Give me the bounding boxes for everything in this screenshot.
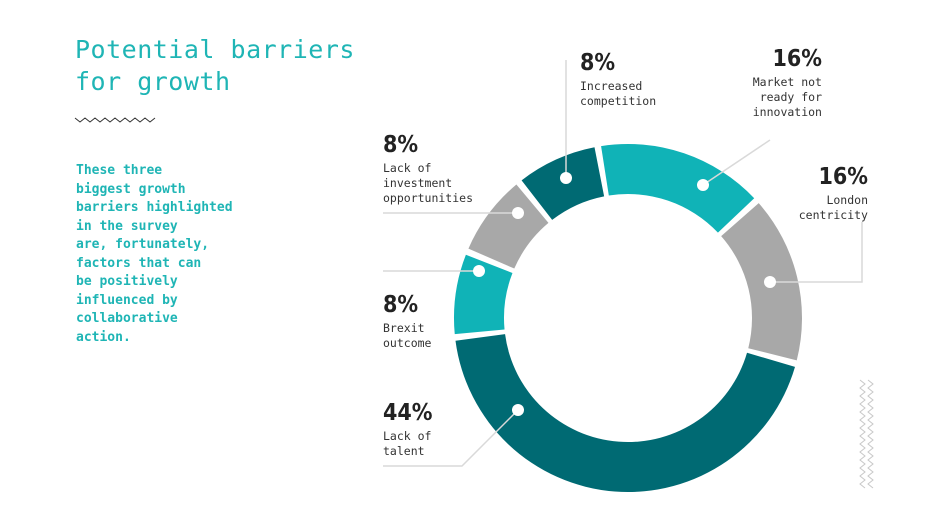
slice-category-label: Brexit — [383, 321, 425, 335]
leader-dot — [473, 265, 485, 277]
slice-category-label: ready for — [760, 90, 822, 104]
intro-line: factors that can — [76, 255, 202, 271]
slice-value-label: 44% — [383, 400, 433, 426]
slice-value-label: 16% — [772, 46, 822, 72]
intro-line: biggest growth — [76, 181, 186, 197]
slice-category-label: London — [826, 193, 868, 207]
slice-category-label: outcome — [383, 336, 432, 350]
title-line-1: Potential barriers — [75, 35, 355, 64]
slice-value-label: 8% — [383, 292, 418, 318]
slice-category-label: innovation — [753, 105, 822, 119]
slice-category-label: talent — [383, 444, 425, 458]
donut-slice — [521, 147, 605, 220]
zigzag-stroke — [859, 379, 866, 489]
intro-line: action. — [76, 329, 131, 345]
slice-category-label: Lack of — [383, 161, 431, 175]
page-title: Potential barriers for growth — [75, 34, 355, 98]
slice-category-label: Lack of — [383, 429, 431, 443]
donut-slice — [468, 184, 549, 269]
leader-line — [702, 139, 771, 186]
slice-category-label: Increased — [580, 79, 642, 93]
donut-slice — [721, 203, 802, 361]
leader-dot — [560, 172, 572, 184]
slice-category-label: investment — [383, 176, 452, 190]
donut-slice — [455, 334, 796, 493]
title-zigzag-divider — [74, 117, 156, 123]
leader-dot — [512, 404, 524, 416]
intro-line: influenced by — [76, 292, 178, 308]
slice-value-label: 16% — [818, 164, 868, 190]
slice-value-label: 8% — [580, 50, 615, 76]
leader-dot — [764, 276, 776, 288]
intro-line: collaborative — [76, 311, 178, 326]
title-line-2: for growth — [75, 67, 231, 96]
donut-slice — [601, 143, 755, 233]
intro-text: These three biggest growth barriers high… — [76, 162, 276, 347]
intro-line: be positively — [76, 274, 178, 289]
leader-line — [383, 409, 519, 467]
slice-category-label: competition — [580, 94, 656, 108]
zigzag-stroke — [867, 379, 874, 489]
intro-line: in the survey — [76, 218, 178, 234]
leader-dot — [697, 179, 709, 191]
leader-line — [770, 222, 863, 283]
leader-dot — [512, 207, 524, 219]
decorative-zigzag-pattern — [859, 379, 874, 489]
intro-line: These three — [76, 163, 163, 178]
slice-category-label: opportunities — [383, 191, 473, 205]
slice-category-label: Market not — [753, 75, 822, 89]
intro-line: are, fortunately, — [76, 237, 210, 252]
intro-line: barriers highlighted — [76, 200, 233, 215]
slice-value-label: 8% — [383, 132, 418, 158]
slice-category-label: centricity — [799, 208, 868, 222]
donut-slice — [453, 254, 513, 335]
